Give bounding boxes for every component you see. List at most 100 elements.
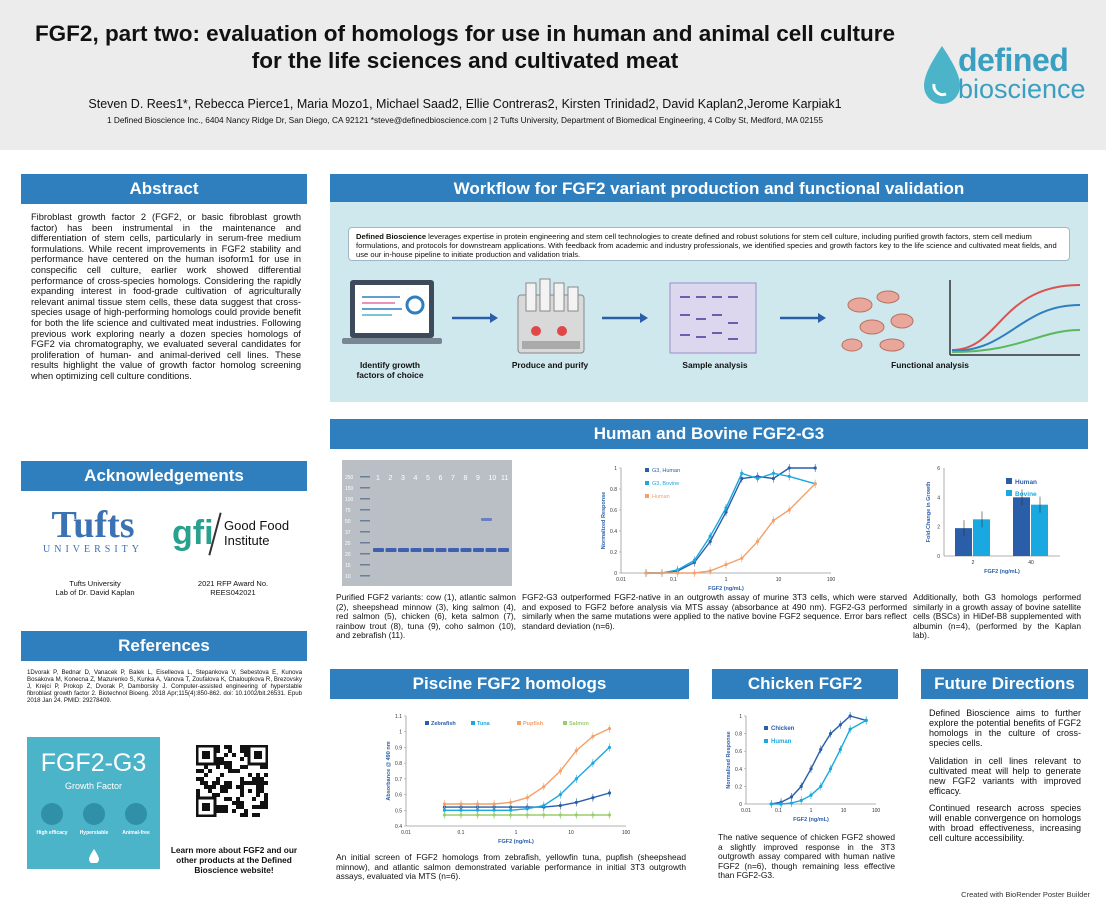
data-point (509, 808, 513, 812)
gel-marker-label: 20 (345, 552, 351, 558)
x-axis-label: FGF2 (ng/mL) (708, 586, 744, 592)
qr-module (204, 773, 208, 777)
mini-droplet-icon (89, 849, 99, 863)
gel-band (385, 548, 397, 552)
affiliations: 1 Defined Bioscience Inc., 6404 Nancy Ri… (106, 115, 824, 125)
qr-module (228, 745, 232, 749)
piscine-caption: An initial screen of FGF2 homologs from … (336, 852, 686, 882)
gel-svg: 250 150 100 75 50 37 25 20 15 10 1 2 3 4 5 6 7 8 9 10 11 (345, 475, 509, 580)
qr-module (216, 761, 220, 765)
qr-module (260, 801, 264, 805)
piscine-homologs-chart: 0.4 0.5 0.6 0.7 0.8 0.9 1 1.1 0.01 0.1 1 10 100 FGF2 … (386, 714, 630, 845)
qr-module (264, 801, 268, 805)
gel-marker-band (360, 498, 370, 500)
data-point (607, 791, 612, 795)
data-point (799, 798, 803, 803)
gel-marker-band (360, 531, 370, 533)
qr-module (240, 813, 244, 817)
qr-module (264, 797, 268, 801)
qr-module (216, 781, 220, 785)
qr-module (260, 785, 264, 789)
qr-module (224, 809, 228, 813)
y-tick-label: 0.4 (395, 824, 402, 830)
data-point (574, 800, 578, 805)
y-tick-label: 0.6 (395, 793, 402, 799)
workflow-heading: Workflow for FGF2 variant production and… (330, 174, 1088, 204)
qr-module (244, 745, 248, 749)
data-point (475, 813, 480, 817)
qr-module (224, 781, 228, 785)
data-point (771, 518, 776, 523)
gel-lane-label: 3 (401, 475, 405, 482)
x-axis-label: FGF2 (ng/mL) (498, 839, 534, 845)
qr-module (252, 805, 256, 809)
legend-swatch (517, 721, 521, 725)
efficacy-icon (41, 803, 63, 825)
qr-code[interactable] (196, 745, 268, 817)
product-name: FGF2-G3 (40, 749, 147, 777)
qr-module (236, 797, 240, 801)
bar-human-40 (1013, 497, 1030, 556)
future-paragraph-1: Defined Bioscience aims to further explo… (929, 708, 1081, 748)
legend-label: Salmon (569, 721, 590, 727)
qr-module (220, 761, 224, 765)
workflow-company: Defined Bioscience (356, 232, 427, 241)
qr-module (256, 785, 260, 789)
x-tick-label: 1 (810, 808, 813, 814)
y-tick-label: 0 (739, 802, 742, 808)
biorender-credit: Created with BioRender Poster Builder (961, 890, 1090, 899)
data-point (442, 802, 447, 806)
data-point (838, 723, 842, 727)
bar-bovine-40 (1031, 504, 1048, 556)
qr-module (196, 789, 200, 793)
series-line-human (771, 719, 867, 805)
workflow-description: Defined Bioscience leverages expertise i… (348, 227, 1070, 261)
gel-lane-label: 8 (464, 475, 468, 482)
step-label-3: Sample analysis (682, 360, 748, 370)
qr-module (256, 789, 260, 793)
qr-module (216, 757, 220, 761)
qr-module (232, 769, 236, 773)
qr-module (224, 797, 228, 801)
data-point (542, 803, 546, 808)
tufts-wordmark: Tufts (51, 504, 135, 546)
arrow-2 (602, 313, 648, 323)
data-point (813, 466, 817, 470)
qr-module (248, 789, 252, 793)
qr-module (228, 761, 232, 765)
y-tick-label: 2 (937, 525, 940, 531)
data-point (692, 558, 696, 562)
y-axis-label: Normalized Response (601, 492, 607, 549)
qr-module (252, 813, 256, 817)
y-tick-label: 1 (739, 714, 742, 720)
legend-label: G3, Human (652, 468, 680, 474)
legend-label: Human (1015, 479, 1037, 486)
data-point (692, 571, 696, 575)
qr-module (264, 793, 268, 797)
bar-caption: Additionally, both G3 homologs performed… (913, 592, 1081, 641)
qr-module (240, 745, 244, 749)
data-point (525, 807, 529, 811)
series-line-chicken (771, 715, 867, 805)
data-point (787, 508, 791, 512)
series-line-g3-bovine (646, 472, 816, 574)
droplet-icon (924, 46, 960, 104)
fgf2-g3-product-card: FGF2-G3 Growth Factor High efficacy Hype… (27, 737, 160, 869)
qr-module (200, 781, 204, 785)
qr-module (236, 801, 240, 805)
data-point (509, 800, 513, 805)
data-point (591, 761, 595, 765)
curve-caption: FGF2-G3 outperformed FGF2-native in an o… (522, 592, 907, 631)
step-label-2: Produce and purify (511, 360, 589, 370)
data-point (789, 795, 794, 799)
qr-finder-outer (196, 796, 217, 817)
data-point (864, 718, 868, 722)
data-point (558, 769, 562, 773)
workflow-body: leverages expertise in protein engineeri… (356, 232, 1057, 259)
qr-module (244, 749, 248, 753)
series-line-zebrafish (444, 792, 610, 808)
series-line-tuna (444, 746, 610, 812)
legend-swatch (1006, 490, 1012, 496)
data-point (574, 748, 578, 753)
data-point (724, 510, 728, 514)
